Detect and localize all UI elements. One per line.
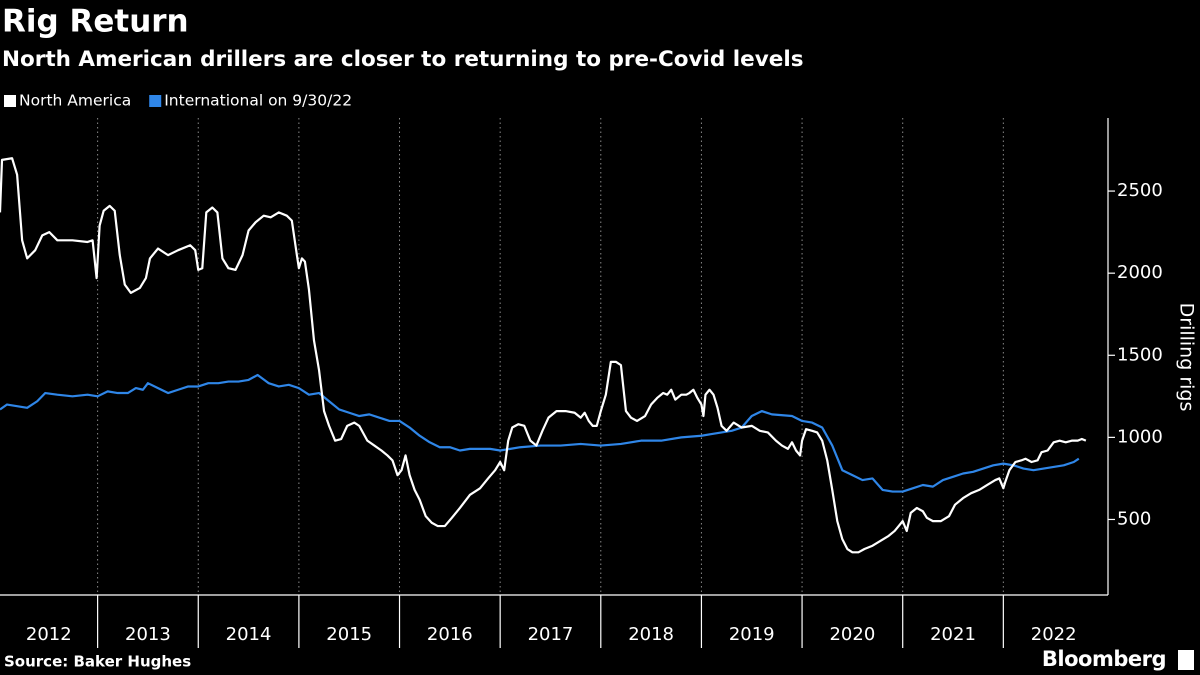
x-tick-label: 2021 bbox=[930, 624, 976, 645]
y-tick-label: 1000 bbox=[1117, 426, 1163, 447]
plot: 2012 2013 2014 2015 2016 2017 2018 2019 2020 2021… bbox=[0, 118, 1163, 648]
legend-label: North America bbox=[19, 92, 131, 110]
x-tick-label: 2022 bbox=[1031, 624, 1077, 645]
y-tick-label: 2500 bbox=[1117, 180, 1163, 201]
chart-title: Rig Return bbox=[2, 4, 189, 40]
x-tick-label: 2016 bbox=[427, 624, 473, 645]
legend-swatch bbox=[149, 95, 162, 107]
series-line bbox=[0, 157, 1087, 554]
brand: Bloomberg bbox=[1042, 647, 1166, 671]
series-line bbox=[0, 373, 1080, 493]
chart-subtitle: North American drillers are closer to re… bbox=[2, 47, 804, 72]
y-tick-label: 1500 bbox=[1117, 344, 1163, 365]
x-tick-label: 2013 bbox=[125, 624, 171, 645]
brand-icon bbox=[1178, 650, 1194, 670]
legend-label: International on 9/30/22 bbox=[164, 92, 352, 110]
y-tick-label: 2000 bbox=[1117, 262, 1163, 283]
x-tick-label: 2019 bbox=[729, 624, 775, 645]
x-tick-label: 2017 bbox=[528, 624, 574, 645]
legend-swatch bbox=[4, 95, 16, 107]
x-tick-label: 2012 bbox=[26, 624, 72, 645]
x-tick-label: 2014 bbox=[226, 624, 272, 645]
y-axis-label: Drilling rigs bbox=[1176, 303, 1198, 412]
x-tick-label: 2018 bbox=[628, 624, 674, 645]
x-tick-label: 2020 bbox=[829, 624, 875, 645]
source: Source: Baker Hughes bbox=[4, 653, 191, 671]
x-tick-label: 2015 bbox=[326, 624, 372, 645]
y-tick-label: 500 bbox=[1117, 508, 1151, 529]
